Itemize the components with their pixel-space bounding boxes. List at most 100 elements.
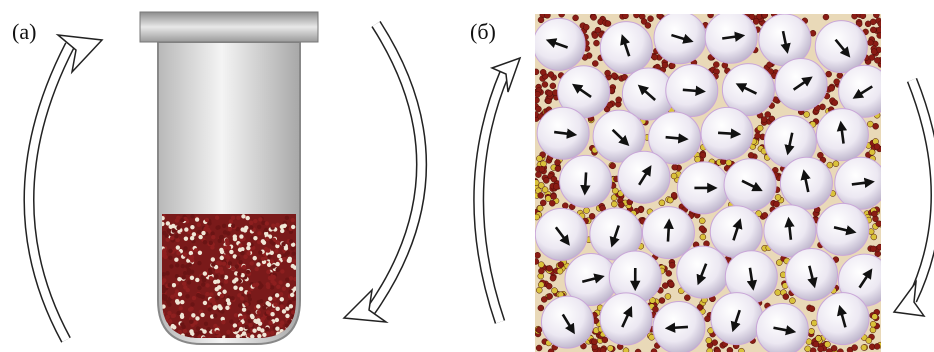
particle <box>233 237 237 241</box>
particle <box>197 261 201 265</box>
particle <box>209 292 213 296</box>
particle <box>547 90 553 96</box>
particle <box>269 240 273 244</box>
particle <box>208 271 212 275</box>
particle <box>832 100 838 106</box>
particle <box>266 248 270 252</box>
particle <box>181 325 185 329</box>
particle <box>174 258 178 262</box>
particle <box>602 337 608 343</box>
particle <box>873 12 879 18</box>
particle <box>541 296 547 302</box>
particle <box>860 13 866 19</box>
particle <box>546 283 552 289</box>
sphere <box>756 303 808 352</box>
particle <box>573 15 579 21</box>
particle <box>829 85 835 91</box>
particle <box>180 315 184 319</box>
particle <box>175 218 179 222</box>
particle <box>266 285 270 289</box>
particle <box>183 271 187 275</box>
particle <box>666 270 672 276</box>
particle <box>592 33 598 39</box>
particle <box>672 164 678 170</box>
particle <box>826 71 832 77</box>
particle <box>267 254 271 258</box>
particle <box>256 262 260 266</box>
particle <box>280 229 284 233</box>
particle <box>258 321 262 325</box>
particle <box>874 343 880 349</box>
particle <box>231 224 235 228</box>
particle <box>275 223 279 227</box>
particle <box>877 244 883 250</box>
particle <box>176 251 180 255</box>
particle <box>243 255 247 259</box>
particle <box>873 123 879 129</box>
particle <box>220 256 224 260</box>
particle <box>536 345 542 351</box>
particle <box>748 152 754 158</box>
particle <box>275 318 279 322</box>
particle <box>238 322 242 326</box>
particle <box>203 301 207 305</box>
particle <box>234 327 238 331</box>
particle <box>538 17 544 23</box>
particle <box>657 13 663 19</box>
particle <box>246 270 250 274</box>
particle <box>253 236 257 240</box>
particle <box>198 251 202 255</box>
particle <box>867 40 873 46</box>
particle <box>540 69 546 75</box>
particle <box>538 305 544 311</box>
particle <box>551 288 557 294</box>
particle <box>867 121 873 127</box>
particle <box>762 212 768 218</box>
particle <box>252 283 256 287</box>
particle <box>262 306 266 310</box>
particle <box>211 235 215 239</box>
particle <box>176 311 180 315</box>
particle <box>197 223 201 227</box>
particle <box>271 264 275 268</box>
particle <box>170 236 174 240</box>
particle <box>669 63 675 69</box>
particle <box>246 310 250 314</box>
particle <box>275 268 279 272</box>
particle <box>202 278 206 282</box>
particle <box>169 225 173 229</box>
particle <box>223 230 227 234</box>
particle <box>165 237 169 241</box>
particle <box>268 297 272 301</box>
particle <box>244 302 248 306</box>
particle <box>205 292 209 296</box>
particle <box>267 263 271 267</box>
rotation-arrow <box>479 58 520 322</box>
particle <box>180 218 184 222</box>
particle <box>213 314 217 318</box>
particle <box>191 313 195 317</box>
particle <box>536 156 542 162</box>
particle <box>727 347 733 352</box>
particle <box>161 289 165 293</box>
particle <box>209 276 213 280</box>
particle <box>181 264 185 268</box>
particle <box>550 275 556 281</box>
particle <box>255 267 259 271</box>
particle <box>229 250 233 254</box>
particle <box>195 316 199 320</box>
particle <box>215 215 219 219</box>
particle <box>188 262 192 266</box>
particle <box>189 329 193 333</box>
particle <box>536 287 542 293</box>
tube-cap <box>140 12 318 42</box>
particle <box>228 261 232 265</box>
particle <box>809 306 815 312</box>
particle <box>215 296 219 300</box>
particle <box>813 341 819 347</box>
particle <box>280 269 284 273</box>
particle <box>211 262 215 266</box>
particle <box>219 235 223 239</box>
particle <box>172 314 176 318</box>
particle <box>704 316 710 322</box>
